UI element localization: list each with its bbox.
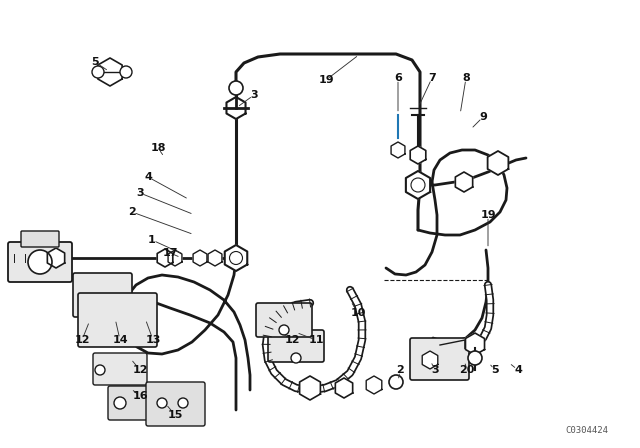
Circle shape (229, 81, 243, 95)
FancyBboxPatch shape (268, 330, 324, 362)
Text: 3: 3 (250, 90, 258, 100)
Text: 4: 4 (144, 172, 152, 182)
Text: 6: 6 (394, 73, 402, 83)
Polygon shape (193, 250, 207, 266)
Circle shape (95, 365, 105, 375)
FancyBboxPatch shape (73, 273, 132, 317)
Circle shape (28, 250, 52, 274)
Polygon shape (98, 58, 122, 86)
Circle shape (157, 398, 167, 408)
Polygon shape (406, 171, 430, 199)
Circle shape (120, 66, 132, 78)
Polygon shape (208, 250, 222, 266)
Text: 4: 4 (514, 365, 522, 375)
Text: 14: 14 (112, 335, 128, 345)
Text: 20: 20 (460, 365, 475, 375)
FancyBboxPatch shape (108, 386, 187, 420)
Polygon shape (227, 97, 246, 119)
Circle shape (468, 351, 482, 365)
Text: 7: 7 (428, 73, 436, 83)
Text: 12: 12 (284, 335, 300, 345)
Polygon shape (157, 249, 173, 267)
Polygon shape (335, 378, 353, 398)
Text: 10: 10 (350, 308, 365, 318)
Text: 16: 16 (132, 391, 148, 401)
Text: 13: 13 (145, 335, 161, 345)
Polygon shape (488, 151, 508, 175)
Polygon shape (225, 245, 247, 271)
FancyBboxPatch shape (256, 303, 312, 337)
Polygon shape (465, 333, 484, 355)
Text: 5: 5 (91, 57, 99, 67)
Polygon shape (391, 142, 405, 158)
Text: 9: 9 (479, 112, 487, 122)
FancyBboxPatch shape (8, 242, 72, 282)
Text: 11: 11 (308, 335, 324, 345)
Text: 12: 12 (132, 365, 148, 375)
FancyBboxPatch shape (410, 338, 469, 380)
Text: 3: 3 (136, 188, 144, 198)
Circle shape (279, 325, 289, 335)
Polygon shape (47, 248, 65, 268)
Text: 2: 2 (396, 365, 404, 375)
Circle shape (178, 398, 188, 408)
Circle shape (291, 353, 301, 363)
Text: 2: 2 (128, 207, 136, 217)
Text: 3: 3 (431, 365, 439, 375)
Text: C0304424: C0304424 (565, 426, 608, 435)
Text: 1: 1 (148, 235, 156, 245)
FancyBboxPatch shape (93, 353, 147, 385)
Polygon shape (168, 250, 182, 266)
Circle shape (114, 397, 126, 409)
Polygon shape (410, 146, 426, 164)
Text: 15: 15 (167, 410, 182, 420)
Text: 19: 19 (318, 75, 334, 85)
Text: 5: 5 (491, 365, 499, 375)
Polygon shape (366, 376, 382, 394)
FancyBboxPatch shape (21, 231, 59, 247)
Polygon shape (455, 172, 473, 192)
Polygon shape (300, 376, 321, 400)
FancyBboxPatch shape (78, 293, 157, 347)
Text: 8: 8 (462, 73, 470, 83)
Text: 17: 17 (163, 248, 178, 258)
Circle shape (92, 66, 104, 78)
Circle shape (389, 375, 403, 389)
Circle shape (230, 251, 243, 264)
Text: 19: 19 (480, 210, 496, 220)
Circle shape (411, 178, 425, 192)
Polygon shape (422, 351, 438, 369)
Text: 12: 12 (74, 335, 90, 345)
Text: 18: 18 (150, 143, 166, 153)
FancyBboxPatch shape (146, 382, 205, 426)
